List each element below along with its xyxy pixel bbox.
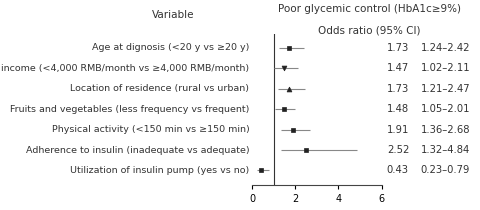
Text: 1.05–2.01: 1.05–2.01	[420, 104, 470, 114]
Text: 1.91: 1.91	[387, 125, 409, 135]
Text: Utilization of insulin pump (yes vs no): Utilization of insulin pump (yes vs no)	[70, 166, 250, 175]
Text: 1.73: 1.73	[387, 43, 409, 53]
Text: 2.52: 2.52	[387, 145, 409, 155]
Text: Adherence to insulin (inadequate vs adequate): Adherence to insulin (inadequate vs adeq…	[26, 146, 250, 155]
Text: 1.47: 1.47	[387, 63, 409, 73]
Text: Fruits and vegetables (less frequency vs frequent): Fruits and vegetables (less frequency vs…	[10, 105, 250, 114]
Text: 1.02–2.11: 1.02–2.11	[420, 63, 470, 73]
Text: 1.73: 1.73	[387, 84, 409, 94]
Text: Age at dignosis (<20 y vs ≥20 y): Age at dignosis (<20 y vs ≥20 y)	[92, 43, 250, 52]
Text: Physical activity (<150 min vs ≥150 min): Physical activity (<150 min vs ≥150 min)	[52, 125, 250, 134]
Text: Poor glycemic control (HbA1c≥9%): Poor glycemic control (HbA1c≥9%)	[278, 4, 461, 14]
Text: Location of residence (rural vs urban): Location of residence (rural vs urban)	[71, 84, 250, 93]
Text: Variable: Variable	[152, 10, 194, 21]
Text: 0.23–0.79: 0.23–0.79	[420, 165, 470, 176]
Text: 1.21–2.47: 1.21–2.47	[420, 84, 470, 94]
Text: Odds ratio (95% CI): Odds ratio (95% CI)	[318, 25, 421, 35]
Text: 1.36–2.68: 1.36–2.68	[420, 125, 470, 135]
Text: 1.32–4.84: 1.32–4.84	[420, 145, 470, 155]
Text: Household income (<4,000 RMB/month vs ≥4,000 RMB/month): Household income (<4,000 RMB/month vs ≥4…	[0, 64, 250, 73]
Text: 0.43: 0.43	[387, 165, 409, 176]
Text: 1.24–2.42: 1.24–2.42	[420, 43, 470, 53]
Text: 1.48: 1.48	[387, 104, 409, 114]
